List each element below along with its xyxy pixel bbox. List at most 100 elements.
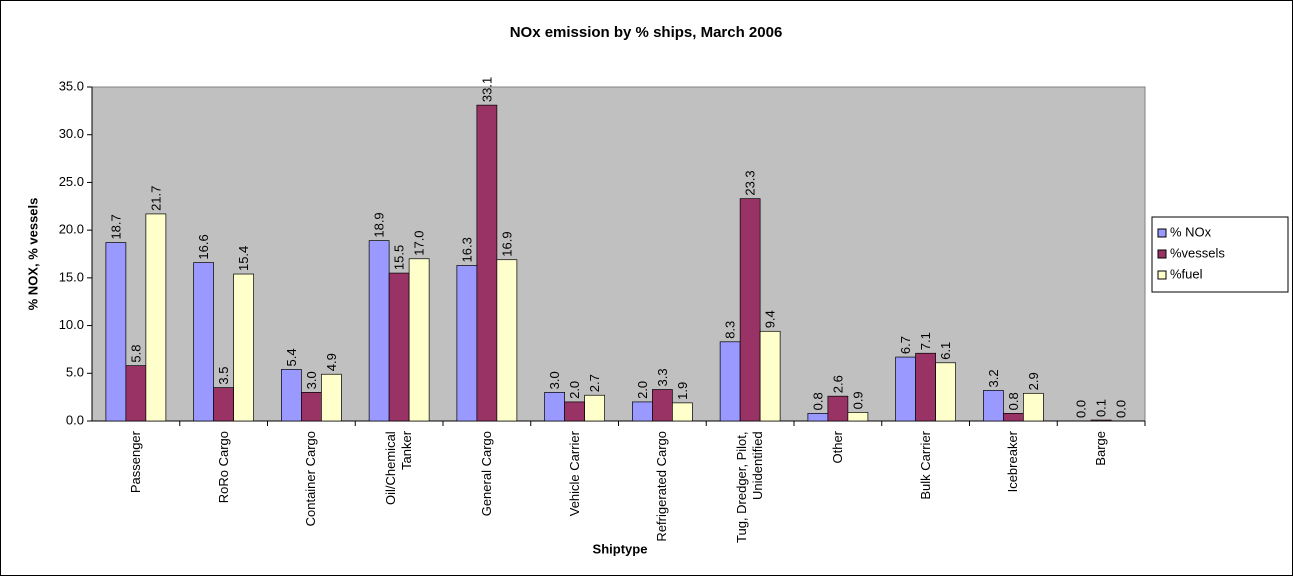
data-label: 2.0: [635, 381, 650, 399]
data-label: 6.1: [938, 342, 953, 360]
bar: [388, 272, 410, 422]
bar: [105, 242, 127, 422]
data-label: 5.8: [128, 345, 143, 363]
bar: [301, 392, 322, 422]
data-label: 0.0: [1114, 400, 1129, 418]
data-label: 16.3: [459, 237, 474, 262]
bar: [652, 389, 673, 422]
bar: [719, 341, 741, 422]
bar: [1003, 413, 1024, 422]
data-label: 2.7: [587, 374, 602, 392]
x-tick-label: Bulk Carrier: [917, 431, 933, 500]
legend-swatch: [1157, 270, 1167, 280]
y-tick-label: 0.0: [66, 412, 84, 427]
data-label: 17.0: [412, 230, 427, 255]
bar: [632, 401, 653, 422]
bar: [496, 259, 518, 422]
x-tick-label: Container Cargo: [303, 431, 319, 527]
data-label: 2.6: [830, 375, 845, 393]
y-tick-label: 15.0: [59, 269, 84, 284]
bar: [564, 401, 585, 422]
x-tick-label: General Cargo: [478, 431, 494, 517]
bar: [476, 104, 498, 422]
data-label: 23.3: [743, 170, 758, 195]
bar: [281, 369, 302, 422]
legend-swatch: [1157, 249, 1167, 259]
data-label: 0.8: [1006, 392, 1021, 410]
y-tick-label: 30.0: [59, 126, 84, 141]
x-tick-label: Other: [829, 431, 845, 464]
data-label: 16.9: [499, 231, 514, 256]
x-tick-label: Oil/Chemical Tanker: [383, 431, 415, 505]
data-label: 0.1: [1094, 399, 1109, 417]
bar: [827, 395, 849, 422]
data-label: 8.3: [723, 321, 738, 339]
bar: [213, 387, 234, 422]
bar: [807, 413, 829, 422]
data-label: 3.5: [216, 367, 231, 385]
data-label: 3.0: [304, 371, 319, 389]
data-label: 18.9: [372, 212, 387, 237]
x-tick-label: Icebreaker: [1005, 431, 1021, 493]
y-tick-label: 5.0: [66, 365, 84, 380]
legend-label: %vessels: [1170, 245, 1225, 260]
data-label: 0.8: [810, 392, 825, 410]
bar: [935, 362, 956, 422]
data-label: 33.1: [479, 77, 494, 102]
bar: [759, 330, 781, 422]
bar: [368, 240, 390, 422]
bar: [321, 373, 342, 422]
legend-label: %fuel: [1170, 266, 1203, 281]
data-label: 5.4: [284, 348, 299, 366]
data-label: 3.0: [547, 371, 562, 389]
data-label: 2.9: [1026, 372, 1041, 390]
y-tick-label: 20.0: [59, 222, 84, 237]
x-tick-label: Refrigerated Cargo: [654, 431, 670, 542]
data-label: 0.0: [1074, 400, 1089, 418]
bar: [739, 198, 761, 422]
data-label: 0.9: [850, 391, 865, 409]
data-label: 2.0: [567, 381, 582, 399]
data-label: 15.5: [392, 245, 407, 270]
data-label: 4.9: [324, 353, 339, 371]
y-tick-label: 35.0: [59, 78, 84, 93]
data-label: 15.4: [236, 246, 251, 271]
y-tick-label: 10.0: [59, 317, 84, 332]
bar: [895, 356, 916, 422]
bar: [408, 258, 430, 422]
bar: [983, 390, 1004, 422]
bar: [145, 213, 167, 422]
x-tick-label: Passenger: [127, 431, 143, 494]
bar: [1023, 392, 1044, 422]
bar: [193, 262, 214, 422]
y-tick-label: 25.0: [59, 174, 84, 189]
x-axis-title: Shiptype: [593, 541, 648, 556]
data-label: 9.4: [763, 310, 778, 328]
bar: [584, 394, 605, 422]
data-label: 6.7: [898, 336, 913, 354]
x-tick-label: Barge: [1093, 431, 1109, 466]
data-label: 7.1: [918, 332, 933, 350]
x-tick-label: Tug, Dredger, Pilot, Unidentified: [734, 431, 766, 543]
data-label: 3.3: [655, 368, 670, 386]
y-axis-title: % NOX, % vessels: [25, 198, 40, 311]
plot-area: [91, 86, 1146, 422]
chart-title: NOx emission by % ships, March 2006: [510, 24, 783, 41]
legend-label: % NOx: [1170, 224, 1212, 239]
bar: [544, 392, 565, 422]
legend-box: [1151, 216, 1289, 293]
bar: [456, 265, 478, 422]
bar: [125, 365, 147, 422]
data-label: 16.6: [196, 234, 211, 259]
bar: [233, 273, 254, 422]
data-label: 18.7: [108, 214, 123, 239]
x-tick-label: RoRo Cargo: [215, 431, 231, 504]
bar: [847, 412, 869, 422]
legend-swatch: [1157, 228, 1167, 238]
x-tick-label: Vehicle Carrier: [566, 431, 582, 517]
bar: [1090, 419, 1112, 422]
data-label: 21.7: [148, 186, 163, 211]
bar: [672, 402, 693, 422]
